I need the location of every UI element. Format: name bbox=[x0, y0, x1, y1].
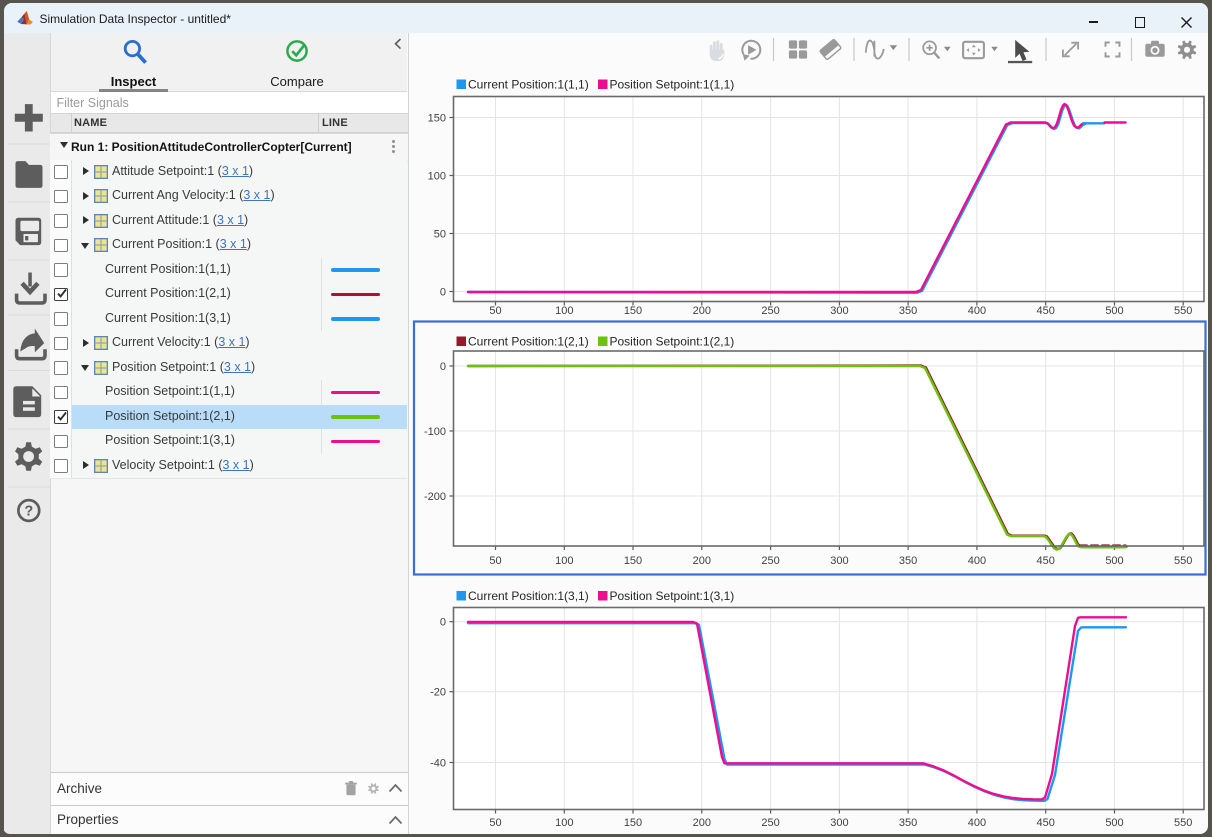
svg-text:550: 550 bbox=[1174, 817, 1192, 829]
svg-text:550: 550 bbox=[1174, 305, 1192, 317]
svg-text:200: 200 bbox=[693, 305, 711, 317]
svg-text:400: 400 bbox=[968, 817, 986, 829]
svg-text:400: 400 bbox=[968, 305, 986, 317]
svg-text:50: 50 bbox=[434, 228, 446, 240]
svg-text:150: 150 bbox=[428, 112, 446, 124]
svg-text:Current Position:1(3,1): Current Position:1(3,1) bbox=[468, 589, 589, 603]
svg-text:350: 350 bbox=[899, 305, 917, 317]
svg-text:250: 250 bbox=[761, 817, 779, 829]
svg-text:Current Position:1(2,1): Current Position:1(2,1) bbox=[468, 335, 589, 349]
svg-text:300: 300 bbox=[830, 555, 848, 567]
svg-text:500: 500 bbox=[1105, 817, 1123, 829]
svg-text:550: 550 bbox=[1174, 555, 1192, 567]
svg-text:100: 100 bbox=[428, 170, 446, 182]
svg-text:-40: -40 bbox=[430, 757, 446, 769]
svg-text:100: 100 bbox=[555, 305, 573, 317]
svg-text:Position Setpoint:1(1,1): Position Setpoint:1(1,1) bbox=[610, 78, 735, 92]
svg-text:-200: -200 bbox=[424, 491, 446, 503]
svg-text:150: 150 bbox=[624, 817, 642, 829]
svg-text:50: 50 bbox=[489, 555, 501, 567]
svg-text:150: 150 bbox=[624, 305, 642, 317]
svg-text:300: 300 bbox=[830, 817, 848, 829]
svg-text:500: 500 bbox=[1105, 555, 1123, 567]
svg-text:0: 0 bbox=[440, 286, 446, 298]
svg-text:450: 450 bbox=[1037, 555, 1055, 567]
svg-text:250: 250 bbox=[761, 555, 779, 567]
svg-text:-100: -100 bbox=[424, 426, 446, 438]
svg-text:350: 350 bbox=[899, 817, 917, 829]
svg-text:250: 250 bbox=[761, 305, 779, 317]
svg-text:100: 100 bbox=[555, 555, 573, 567]
svg-text:200: 200 bbox=[693, 555, 711, 567]
svg-text:0: 0 bbox=[440, 617, 446, 629]
svg-text:500: 500 bbox=[1105, 305, 1123, 317]
svg-text:50: 50 bbox=[489, 817, 501, 829]
svg-text:450: 450 bbox=[1037, 305, 1055, 317]
svg-text:Position Setpoint:1(2,1): Position Setpoint:1(2,1) bbox=[610, 335, 735, 349]
svg-text:-20: -20 bbox=[430, 687, 446, 699]
svg-text:300: 300 bbox=[830, 305, 848, 317]
svg-text:Position Setpoint:1(3,1): Position Setpoint:1(3,1) bbox=[610, 589, 735, 603]
svg-text:350: 350 bbox=[899, 555, 917, 567]
svg-text:0: 0 bbox=[440, 361, 446, 373]
svg-text:200: 200 bbox=[693, 817, 711, 829]
svg-text:Current Position:1(1,1): Current Position:1(1,1) bbox=[468, 78, 589, 92]
svg-text:400: 400 bbox=[968, 555, 986, 567]
svg-text:?: ? bbox=[24, 504, 33, 520]
svg-text:150: 150 bbox=[624, 555, 642, 567]
svg-text:50: 50 bbox=[489, 305, 501, 317]
svg-text:450: 450 bbox=[1037, 817, 1055, 829]
svg-text:100: 100 bbox=[555, 817, 573, 829]
